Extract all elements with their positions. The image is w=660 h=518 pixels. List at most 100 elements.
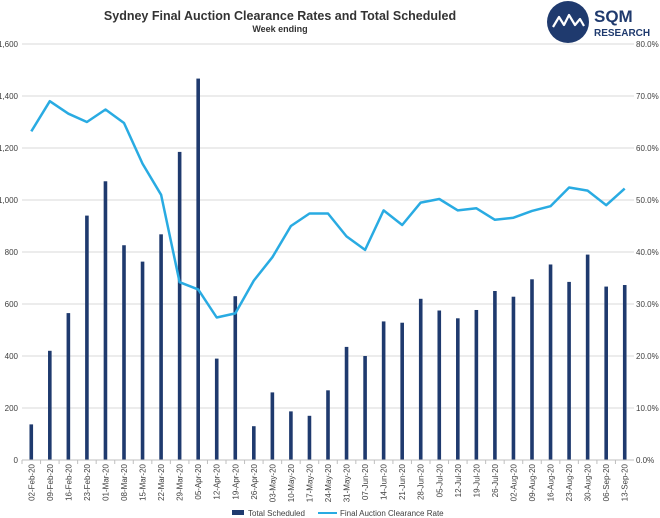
x-tick-label: 12-Apr-20 [213, 463, 222, 499]
line-series [30, 99, 626, 319]
x-tick-label: 23-Feb-20 [83, 463, 92, 500]
x-tick-label: 05-Jul-20 [435, 463, 444, 497]
x-tick-label: 08-Mar-20 [120, 463, 129, 500]
left-tick-label: 200 [5, 404, 19, 413]
x-tick-label: 28-Jun-20 [417, 463, 426, 500]
x-tick-label: 29-Mar-20 [176, 463, 185, 500]
x-tick-label: 07-Jun-20 [361, 463, 370, 500]
bar [381, 321, 386, 460]
logo-circle-icon [547, 1, 589, 43]
bar [622, 285, 627, 460]
x-tick-label: 26-Apr-20 [250, 463, 259, 499]
bar [567, 281, 571, 460]
bar [122, 245, 126, 460]
bar [270, 392, 275, 460]
left-axis-ticks: 0 200 400 600 800 1,000 1,200 1,400 1,600 [0, 40, 19, 465]
x-tick-label: 31-May-20 [343, 463, 352, 502]
right-tick-label: 20.0% [636, 352, 659, 361]
x-tick-label: 01-Mar-20 [101, 463, 110, 500]
x-tick-label: 09-Feb-20 [46, 463, 55, 500]
x-tick-label: 02-Aug-20 [509, 463, 518, 501]
bar [252, 426, 256, 460]
x-tick-label: 03-May-20 [268, 463, 277, 502]
x-tick-label: 10-May-20 [287, 463, 296, 502]
left-tick-label: 1,000 [0, 196, 19, 205]
x-tick-label: 15-Mar-20 [139, 463, 148, 500]
bar [511, 296, 516, 460]
bar [363, 356, 367, 460]
right-tick-label: 80.0% [636, 40, 659, 49]
sqm-research-logo: SQM RESEARCH [547, 1, 650, 43]
bar [456, 318, 460, 460]
x-axis-ticks: 02-Feb-20 09-Feb-20 16-Feb-20 23-Feb-20 01-M… [21, 460, 630, 502]
x-tick-label: 06-Sep-20 [602, 463, 611, 501]
right-tick-label: 50.0% [636, 196, 659, 205]
left-tick-label: 1,200 [0, 144, 19, 153]
x-tick-label: 02-Feb-20 [27, 463, 36, 500]
x-tick-label: 19-Apr-20 [231, 463, 240, 499]
right-tick-label: 70.0% [636, 92, 659, 101]
bar [548, 264, 553, 460]
bar [326, 390, 330, 460]
bar [159, 234, 163, 460]
x-tick-label: 14-Jun-20 [380, 463, 389, 500]
bar [140, 261, 145, 460]
x-tick-label: 22-Mar-20 [157, 463, 166, 500]
x-tick-label: 23-Aug-20 [565, 463, 574, 501]
bar [585, 254, 590, 460]
bar [196, 78, 200, 460]
left-tick-label: 600 [5, 300, 19, 309]
right-tick-label: 40.0% [636, 248, 659, 257]
right-tick-label: 60.0% [636, 144, 659, 153]
clearance-rate-line [30, 99, 626, 319]
bar-series [29, 78, 627, 460]
right-tick-label: 30.0% [636, 300, 659, 309]
bar [530, 279, 534, 460]
left-tick-label: 0 [14, 456, 19, 465]
x-tick-label: 24-May-20 [324, 463, 333, 502]
right-tick-label: 10.0% [636, 404, 659, 413]
logo-name: SQM [594, 7, 633, 26]
bar [604, 286, 608, 460]
x-tick-label: 30-Aug-20 [584, 463, 593, 501]
x-tick-label: 13-Sep-20 [621, 463, 630, 501]
bar [474, 309, 479, 460]
x-tick-label: 16-Feb-20 [64, 463, 73, 500]
bar [307, 415, 312, 460]
x-tick-label: 19-Jul-20 [472, 463, 481, 497]
left-tick-label: 400 [5, 352, 19, 361]
bar [48, 350, 52, 460]
right-tick-label: 0.0% [636, 456, 654, 465]
chart-title: Sydney Final Auction Clearance Rates and… [104, 9, 456, 23]
legend: Total Scheduled Final Auction Clearance … [232, 509, 444, 518]
logo-wave-icon [552, 13, 585, 28]
bar [437, 310, 442, 460]
logo-sub: RESEARCH [594, 28, 650, 39]
bar [66, 313, 71, 460]
left-tick-label: 1,600 [0, 40, 19, 49]
legend-bar-label: Total Scheduled [248, 509, 305, 518]
bar [233, 296, 238, 460]
bar [418, 298, 423, 460]
x-tick-label: 16-Aug-20 [547, 463, 556, 501]
bar [214, 358, 219, 460]
bar [400, 322, 404, 460]
bar [344, 346, 349, 460]
bar [177, 151, 182, 460]
legend-bar-swatch [232, 510, 244, 515]
left-tick-label: 800 [5, 248, 19, 257]
bar [289, 411, 293, 460]
x-tick-label: 26-Jul-20 [491, 463, 500, 497]
left-tick-label: 1,400 [0, 92, 19, 101]
x-tick-label: 21-Jun-20 [398, 463, 407, 500]
chart-subtitle: Week ending [252, 24, 307, 34]
x-tick-label: 05-Apr-20 [194, 463, 203, 499]
gridlines [22, 43, 634, 409]
x-tick-label: 12-Jul-20 [454, 463, 463, 497]
bar [493, 291, 497, 460]
right-axis-ticks: 0.0% 10.0% 20.0% 30.0% 40.0% 50.0% 60.0% 70.0% 8… [636, 40, 659, 465]
x-tick-label: 09-Aug-20 [528, 463, 537, 501]
x-tick-label: 17-May-20 [305, 463, 314, 502]
legend-line-label: Final Auction Clearance Rate [340, 509, 444, 518]
